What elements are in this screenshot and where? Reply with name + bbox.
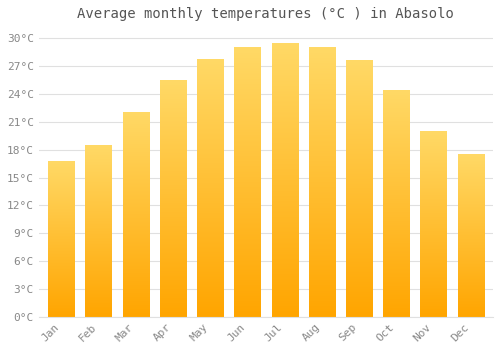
- Title: Average monthly temperatures (°C ) in Abasolo: Average monthly temperatures (°C ) in Ab…: [78, 7, 454, 21]
